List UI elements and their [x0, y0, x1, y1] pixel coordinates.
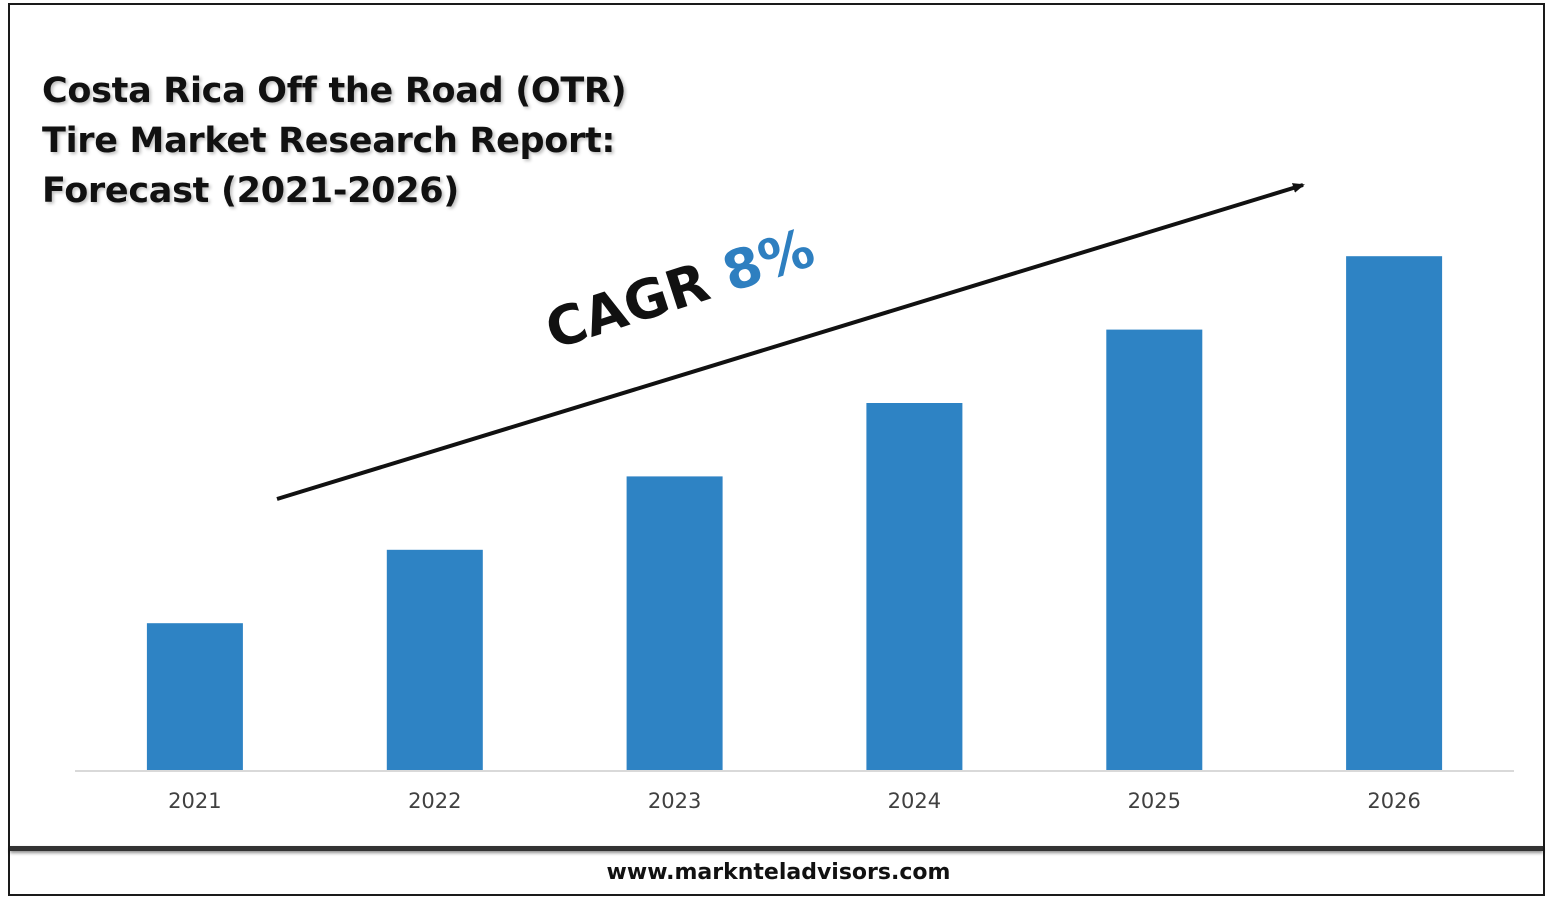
footer-website-link[interactable]: www.marknteladvisors.com [606, 860, 951, 885]
bar-2021 [146, 623, 243, 770]
x-tick-labels: 2021 2022 2023 2024 2025 2026 [168, 789, 1421, 813]
x-tick-label-2022: 2022 [408, 789, 461, 813]
bar-2024 [866, 403, 963, 770]
chart-title: Costa Rica Off the Road (OTR) Tire Marke… [42, 66, 682, 216]
x-tick-label-2026: 2026 [1367, 789, 1420, 813]
x-tick-label-2023: 2023 [648, 789, 701, 813]
x-tick-label-2021: 2021 [168, 789, 221, 813]
bars-group [146, 256, 1443, 770]
x-tick-label-2025: 2025 [1128, 789, 1181, 813]
title-line-1: Costa Rica Off the Road (OTR) [42, 71, 627, 111]
footer-divider [10, 846, 1543, 851]
bar-2026 [1346, 256, 1443, 770]
chart-frame [8, 3, 1545, 896]
x-tick-label-2024: 2024 [888, 789, 941, 813]
bar-2025 [1106, 329, 1203, 770]
title-line-2: Tire Market Research Report: [42, 121, 616, 161]
bar-2022 [386, 549, 483, 770]
bar-2023 [626, 476, 723, 770]
trend-arrow [276, 183, 1305, 501]
title-line-3: Forecast (2021-2026) [42, 171, 459, 211]
